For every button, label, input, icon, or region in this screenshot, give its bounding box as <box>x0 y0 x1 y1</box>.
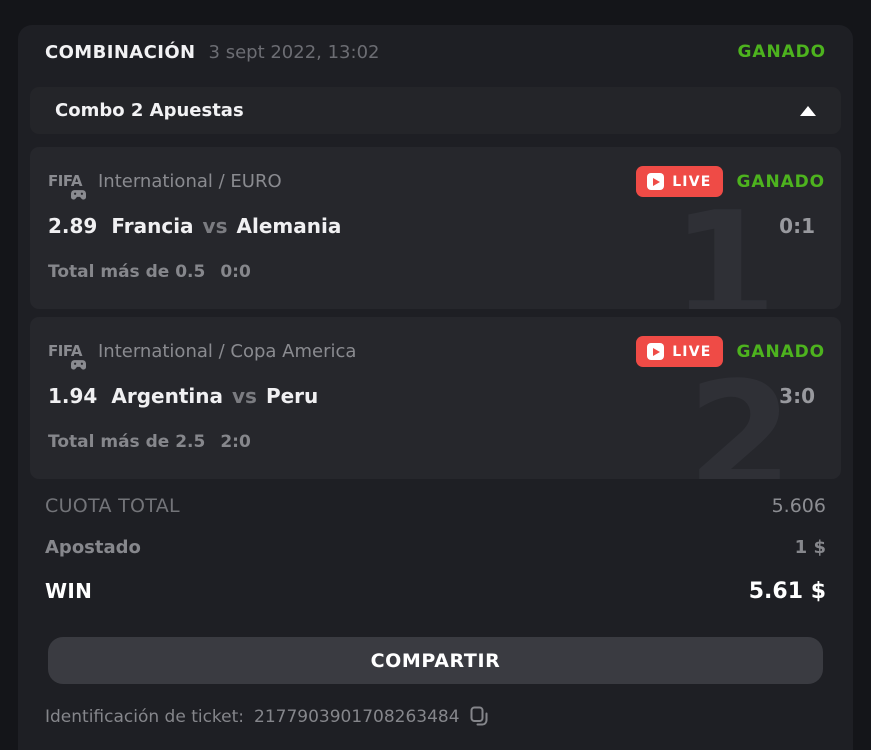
away-team: Alemania <box>236 214 342 238</box>
total-odds-value: 5.606 <box>771 495 826 517</box>
ticket-id-value: 2177903901708263484 <box>254 706 460 727</box>
bet-line: 1.94 Argentina vs Peru 3:0 <box>48 384 825 408</box>
win-row: WIN 5.61 $ <box>45 579 826 607</box>
stake-value: 1 $ <box>794 537 826 558</box>
match-score: 0:1 <box>779 214 815 238</box>
home-team: Argentina <box>111 384 223 408</box>
total-odds-row: CUOTA TOTAL 5.606 <box>45 495 826 519</box>
bet-card-1: 1 FIFA International / EURO LIVE GANADO … <box>30 147 841 309</box>
ticket-type-title: COMBINACIÓN <box>45 41 196 63</box>
ticket-status-badge: GANADO <box>737 42 826 62</box>
copy-icon <box>470 706 488 726</box>
bet-market-row: Total más de 0.5 0:0 <box>48 262 825 282</box>
fifa-esports-icon: FIFA <box>48 171 88 200</box>
collapse-arrow-icon <box>800 105 816 116</box>
league-name: International / EURO <box>98 171 282 192</box>
bet-head: FIFA International / Copa America LIVE G… <box>48 336 825 370</box>
match-score: 3:0 <box>779 384 815 408</box>
stake-row: Apostado 1 $ <box>45 537 826 561</box>
market-name: Total más de 2.5 <box>48 432 206 452</box>
stake-label: Apostado <box>45 537 141 558</box>
bet-index-watermark: 1 <box>671 179 777 310</box>
combo-accordion-toggle[interactable]: Combo 2 Apuestas <box>30 87 841 134</box>
vs-label: vs <box>202 214 228 238</box>
ticket-date: 3 sept 2022, 13:02 <box>208 41 380 63</box>
live-badge[interactable]: LIVE <box>636 166 723 197</box>
home-team: Francia <box>111 214 194 238</box>
vs-label: vs <box>231 384 257 408</box>
play-icon <box>647 343 665 360</box>
copy-ticket-id-button[interactable] <box>470 706 489 727</box>
gamepad-icon <box>71 359 86 370</box>
away-team: Peru <box>265 384 319 408</box>
bet-index-watermark: 2 <box>687 349 793 480</box>
gamepad-icon <box>71 189 86 200</box>
live-label: LIVE <box>672 173 712 190</box>
win-value: 5.61 $ <box>748 579 826 604</box>
bet-status-badge: GANADO <box>736 341 825 362</box>
market-score: 2:0 <box>220 432 251 452</box>
live-label: LIVE <box>672 343 712 360</box>
total-odds-label: CUOTA TOTAL <box>45 495 180 517</box>
market-score: 0:0 <box>220 262 251 282</box>
fifa-logo-text: FIFA <box>48 341 82 360</box>
combo-label: Combo 2 Apuestas <box>55 100 244 121</box>
bet-odds: 1.94 <box>48 384 98 408</box>
ticket-header: COMBINACIÓN 3 sept 2022, 13:02 GANADO <box>18 25 853 63</box>
win-label: WIN <box>45 579 93 603</box>
ticket-summary: CUOTA TOTAL 5.606 Apostado 1 $ WIN 5.61 … <box>45 495 826 607</box>
bet-status-badge: GANADO <box>736 171 825 192</box>
ticket-id-row: Identificación de ticket: 21779039017082… <box>45 706 826 727</box>
ticket-id-label: Identificación de ticket: <box>45 706 245 727</box>
fifa-esports-icon: FIFA <box>48 341 88 370</box>
league-name: International / Copa America <box>98 341 357 362</box>
market-name: Total más de 0.5 <box>48 262 206 282</box>
bet-head: FIFA International / EURO LIVE GANADO <box>48 166 825 200</box>
bet-ticket-panel: COMBINACIÓN 3 sept 2022, 13:02 GANADO Co… <box>18 25 853 750</box>
bet-line: 2.89 Francia vs Alemania 0:1 <box>48 214 825 238</box>
bet-odds: 2.89 <box>48 214 98 238</box>
bet-market-row: Total más de 2.5 2:0 <box>48 432 825 452</box>
live-badge[interactable]: LIVE <box>636 336 723 367</box>
bet-card-2: 2 FIFA International / Copa America LIVE… <box>30 317 841 479</box>
play-icon <box>647 173 665 190</box>
fifa-logo-text: FIFA <box>48 171 82 190</box>
share-button[interactable]: COMPARTIR <box>48 637 823 684</box>
